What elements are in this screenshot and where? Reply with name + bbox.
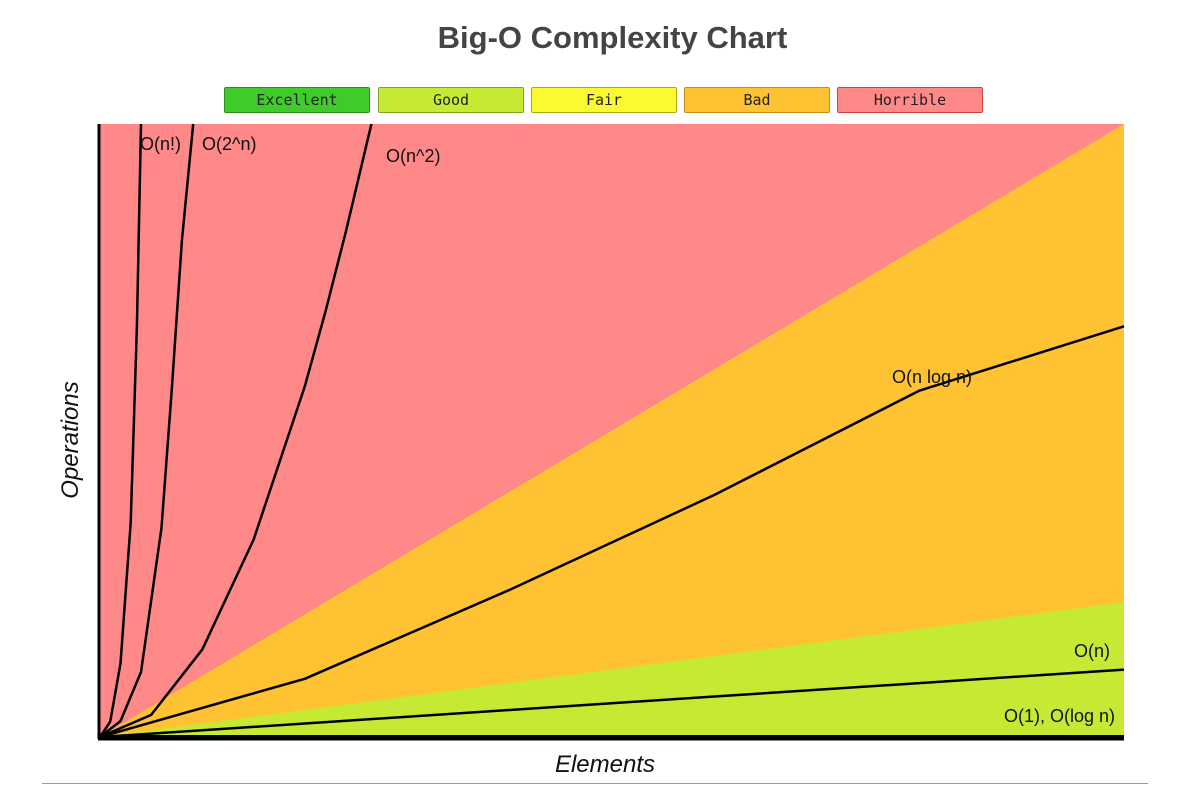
bottom-divider <box>42 783 1148 784</box>
label-o-n-log-n: O(n log n) <box>892 367 972 387</box>
legend-item-horrible: Horrible <box>837 87 983 113</box>
legend-item-good: Good <box>378 87 524 113</box>
series-line-3 <box>99 123 373 739</box>
chart-title: Big-O Complexity Chart <box>437 20 788 55</box>
regions-layer <box>100 124 1124 737</box>
label-o-1-o-log-n: O(1), O(log n) <box>1004 706 1115 726</box>
series-line-2 <box>99 325 1125 739</box>
series-line-4 <box>99 123 195 738</box>
y-axis-label: Operations <box>57 381 84 498</box>
region-bad <box>100 124 1124 737</box>
label-o-n-factorial: O(n!) <box>140 134 181 154</box>
label-o-2-power-n: O(2^n) <box>202 134 256 154</box>
series-line-5 <box>98 123 143 738</box>
legend-item-bad: Bad <box>684 87 830 113</box>
x-axis-label: Elements <box>555 751 655 778</box>
legend-item-excellent: Excellent <box>224 87 370 113</box>
series-line-1 <box>99 668 1125 739</box>
label-o-n: O(n) <box>1074 641 1110 661</box>
region-good <box>100 602 1124 737</box>
label-o-n-squared: O(n^2) <box>386 146 440 166</box>
legend-item-fair: Fair <box>531 87 677 113</box>
